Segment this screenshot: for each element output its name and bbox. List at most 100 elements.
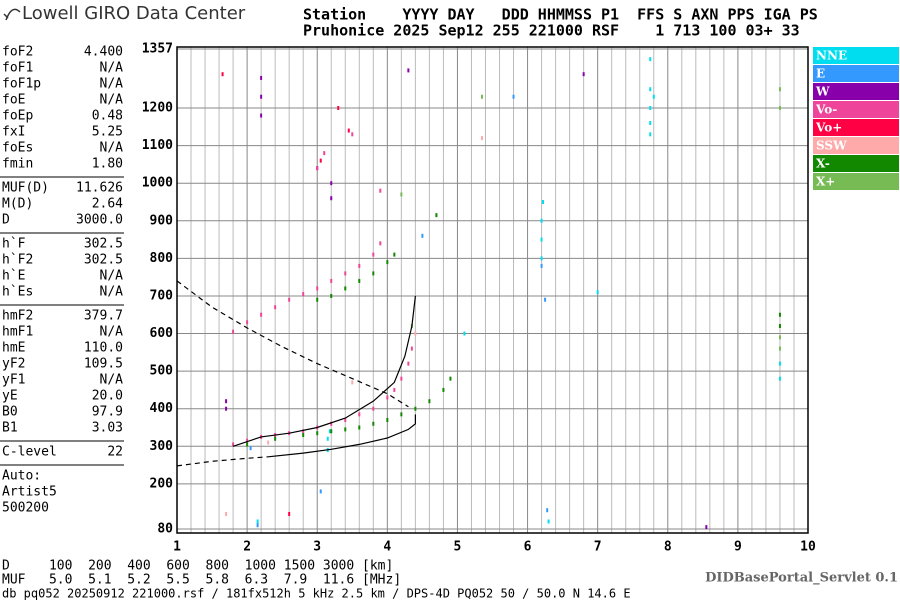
logo-icon (3, 8, 21, 21)
param-label: yF1 (2, 373, 25, 388)
echo (288, 511, 291, 516)
echo (421, 233, 424, 238)
echo (344, 427, 347, 432)
param-value: N/A (100, 93, 124, 108)
param-value: N/A (100, 373, 124, 388)
echo (449, 376, 452, 381)
echo (316, 297, 319, 302)
echo (221, 72, 224, 77)
echo (351, 132, 354, 137)
echo (330, 196, 333, 201)
param-label: h`Es (2, 285, 33, 300)
param-label: B0 (2, 405, 18, 420)
echo (480, 136, 483, 141)
param-value: 20.0 (92, 389, 123, 404)
echo (372, 421, 375, 426)
param-value: 11.626 (76, 181, 123, 196)
echo (778, 106, 781, 111)
echo (541, 199, 544, 204)
echo (649, 121, 652, 126)
echo (330, 278, 333, 283)
param-value: N/A (100, 141, 124, 156)
param-value: N/A (100, 77, 124, 92)
y-tick-label: 1357 (142, 42, 173, 57)
echo (400, 412, 403, 417)
echo (232, 329, 235, 334)
param-value: 110.0 (84, 341, 123, 356)
param-label: foF1p (2, 77, 41, 92)
param-value: 22 (107, 445, 123, 460)
echo (225, 406, 228, 411)
echo (705, 525, 708, 530)
echo (778, 361, 781, 366)
echo (225, 399, 228, 404)
echo (414, 406, 417, 411)
echo (246, 438, 249, 443)
x-tick-label: 3 (313, 540, 321, 555)
x-tick-label: 7 (594, 540, 602, 555)
echo (386, 417, 389, 422)
echo (274, 436, 277, 441)
echo (540, 218, 543, 223)
echo (778, 312, 781, 317)
y-tick-label: 900 (150, 213, 174, 228)
y-tick-label: 400 (150, 401, 174, 416)
echo (319, 489, 322, 494)
param-value: 3000.0 (76, 213, 123, 228)
echo (778, 324, 781, 329)
legend-label: E (816, 67, 825, 81)
y-tick-label: 800 (150, 251, 174, 266)
echo (400, 192, 403, 197)
param-value: 0.48 (92, 109, 123, 124)
param-value: N/A (100, 269, 124, 284)
echo (778, 87, 781, 92)
echo (347, 128, 350, 133)
echo (267, 440, 270, 445)
profile-curve (268, 414, 416, 458)
echo (778, 335, 781, 340)
echo (344, 271, 347, 276)
legend-label: X+ (816, 175, 835, 189)
profile-curve (176, 456, 269, 467)
echo (386, 260, 389, 265)
header-line: Station YYYY DAY DDD HHMMSS P1 FFS S AXN… (303, 6, 818, 24)
x-tick-label: 2 (243, 540, 251, 555)
echo (246, 320, 249, 325)
echo (407, 361, 410, 366)
echo (337, 106, 340, 111)
distance-row: D 100 200 400 600 800 1000 1500 3000 [km… (2, 559, 393, 574)
echo (372, 271, 375, 276)
param-label: B1 (2, 421, 18, 436)
echo (596, 290, 599, 295)
param-value: N/A (100, 61, 124, 76)
auto-line: Auto: (2, 469, 41, 484)
legend-swatch (813, 65, 899, 82)
echo (330, 421, 333, 426)
param-value: 5.25 (92, 125, 123, 140)
y-tick-label: 200 (150, 476, 174, 491)
param-value: 4.400 (84, 45, 123, 60)
echo (260, 113, 263, 118)
echo (442, 387, 445, 392)
echo (358, 263, 361, 268)
echo (379, 188, 382, 193)
legend-label: Vo+ (815, 121, 842, 135)
echo (351, 380, 354, 385)
echo (649, 57, 652, 62)
legend-label: SSW (816, 139, 847, 153)
echo (435, 213, 438, 218)
echo (512, 94, 515, 99)
x-tick-label: 6 (524, 540, 532, 555)
echo (246, 442, 249, 447)
echo (274, 305, 277, 310)
echo (372, 252, 375, 257)
echo (358, 412, 361, 417)
echo (323, 151, 326, 156)
param-label: h`F (2, 237, 26, 252)
legend-swatch (813, 83, 899, 100)
param-label: hmE (2, 341, 25, 356)
echo (372, 406, 375, 411)
echo (316, 431, 319, 436)
param-label: h`F2 (2, 253, 33, 268)
echo (393, 387, 396, 392)
